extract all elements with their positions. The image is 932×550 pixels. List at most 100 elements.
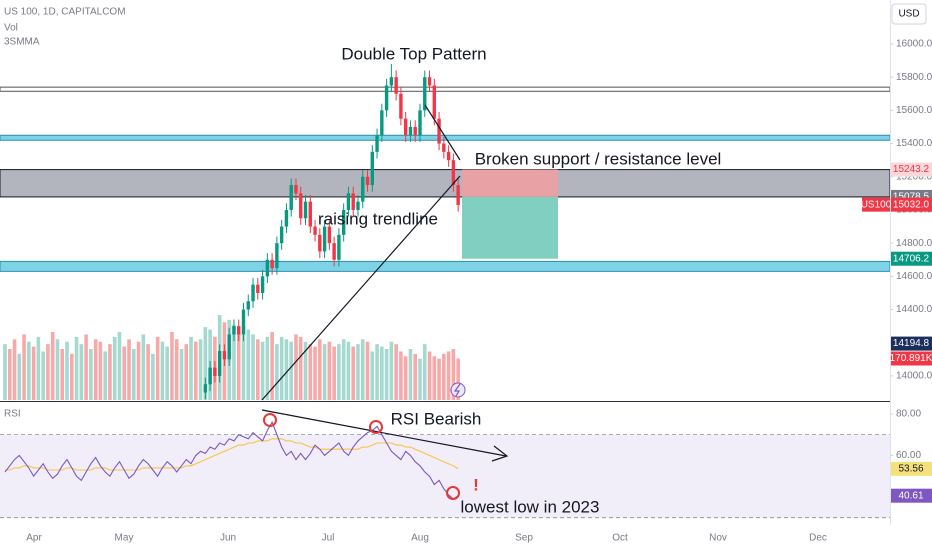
annotation: RSI Bearish [391, 409, 482, 428]
volume-bar [103, 351, 107, 400]
candle-body [241, 309, 246, 335]
volume-bar [446, 351, 451, 400]
volume-bar [298, 336, 303, 400]
candle-body [346, 193, 351, 210]
rsi-peak-circle [263, 413, 277, 427]
candle-body [327, 226, 332, 244]
candle-body [237, 326, 241, 335]
volume-bar [399, 351, 403, 400]
volume-bar [318, 339, 322, 400]
candle-body [341, 209, 346, 235]
volume-bar [337, 344, 341, 400]
candle-body [394, 77, 398, 94]
candle-body [322, 226, 327, 252]
volume-bar [155, 336, 160, 400]
volume-bar [179, 349, 184, 400]
candle-body [313, 226, 317, 235]
zones [0, 86, 891, 272]
price-label: 14194.8 [893, 338, 930, 349]
trendline [261, 175, 461, 401]
rsi-line-label-bg [891, 488, 932, 503]
y-tick-label: 15600.0 [896, 105, 932, 116]
candles [203, 63, 460, 400]
volume-bar [174, 339, 179, 400]
candle-body [403, 118, 408, 136]
x-tick-label: Jul [322, 533, 335, 544]
indicator-label: 3SMMA [4, 37, 40, 48]
candle-body [227, 334, 231, 360]
volume-bar [184, 344, 189, 400]
indicator-label: Vol [4, 23, 18, 34]
zone [0, 260, 891, 272]
candle-body [356, 201, 360, 210]
volume-bar [151, 353, 155, 400]
rsi-tick-label: 80.00 [896, 409, 921, 420]
volume-bar [256, 339, 260, 400]
volume-bar [17, 353, 22, 400]
x-tick-label: Dec [809, 533, 827, 544]
candle-body [351, 193, 355, 210]
volume-bar [165, 346, 169, 400]
rsi-ma-line [5, 438, 459, 471]
currency-button[interactable] [891, 3, 927, 25]
volume-bar [79, 344, 84, 400]
candle-body [232, 326, 236, 335]
candle-body [408, 126, 413, 136]
volume-bar [284, 339, 289, 400]
event-icon[interactable] [450, 382, 466, 398]
volume-bar [170, 332, 174, 400]
rsi-ma-line-label-bg [891, 461, 932, 476]
volume-bar [422, 344, 427, 400]
candle-body [294, 185, 298, 194]
candle-body [256, 284, 260, 293]
volume-bar [356, 344, 360, 400]
symbol-tag-bg [862, 197, 890, 212]
candle-body [303, 201, 308, 219]
rsi-band [0, 434, 890, 518]
rsi-peak-circle [369, 420, 383, 434]
volume-bar [427, 351, 432, 400]
candle-body [208, 367, 212, 385]
candle-body [337, 234, 341, 260]
y-tick-label: 14800.0 [896, 238, 932, 249]
rsi-ma-line-label: 53.56 [898, 463, 923, 474]
volume-bar [289, 341, 293, 400]
rsi-tick-label: 60.00 [896, 450, 921, 461]
volume-bar [89, 349, 93, 400]
volume-bar [65, 341, 69, 400]
x-tick-label: Aug [411, 533, 429, 544]
volume-bar [442, 353, 446, 400]
candle-body [437, 118, 441, 144]
volume-bar [270, 332, 274, 400]
price-label: 15032.0 [893, 199, 930, 210]
volume-bar [131, 349, 136, 400]
candle-body [279, 226, 284, 244]
candle-body [217, 351, 222, 376]
candle-body [427, 77, 432, 86]
volume-bar [3, 344, 7, 400]
volume-bar [160, 341, 165, 400]
symbol-tag: US100 [861, 199, 892, 210]
volume-bar [432, 356, 437, 400]
volume-bar [27, 341, 31, 400]
price-label-bg [891, 197, 932, 212]
volume-bar [313, 346, 317, 400]
volume-bar [408, 349, 413, 400]
candle-body [299, 193, 303, 219]
lightning [453, 383, 461, 397]
volume-bar [308, 344, 313, 400]
x-tick-label: Sep [515, 533, 533, 544]
volume-bar [136, 341, 141, 400]
y-tick-label: 14600.0 [896, 271, 932, 282]
candle-body [423, 77, 427, 111]
volume-bar [437, 358, 441, 400]
candle-body [446, 151, 451, 161]
candle-body [251, 284, 255, 302]
volume-bar [303, 341, 308, 400]
rsi-line-label: 40.61 [898, 490, 923, 501]
rsi-low-circle [446, 486, 460, 500]
candle-body [270, 259, 274, 269]
volume-bar [84, 334, 88, 400]
y-tick-label: 14400.0 [896, 304, 932, 315]
